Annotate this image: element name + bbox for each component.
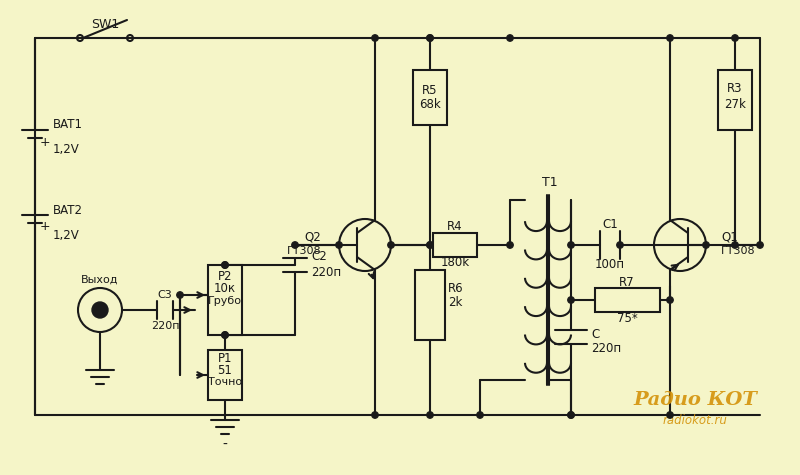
Bar [718, 70, 752, 130]
Text: +: + [40, 220, 50, 234]
Text: 27k: 27k [724, 98, 746, 112]
Text: P2: P2 [218, 270, 232, 284]
Circle shape [666, 35, 674, 41]
Text: 75*: 75* [617, 312, 638, 324]
Text: C1: C1 [602, 218, 618, 231]
Circle shape [732, 242, 738, 248]
Circle shape [336, 242, 342, 248]
Text: ГТ308: ГТ308 [721, 246, 756, 256]
Bar [208, 350, 242, 400]
Text: R4: R4 [447, 220, 463, 234]
Text: BAT1: BAT1 [53, 118, 83, 132]
Circle shape [427, 242, 434, 248]
Text: Q1: Q1 [721, 230, 738, 244]
Text: C2: C2 [311, 250, 326, 264]
Bar [415, 270, 445, 340]
Text: +: + [40, 135, 50, 149]
Bar [595, 288, 660, 312]
Text: Радио КОТ: Радио КОТ [633, 391, 757, 409]
Text: Выход: Выход [82, 275, 118, 285]
Circle shape [427, 242, 434, 248]
Circle shape [568, 297, 574, 303]
Text: 10к: 10к [214, 283, 236, 295]
Text: C: C [591, 327, 599, 341]
Text: Q2: Q2 [304, 230, 321, 244]
Text: Точно: Точно [208, 377, 242, 387]
Text: R7: R7 [619, 276, 635, 288]
Text: T1: T1 [542, 177, 558, 190]
Text: 100п: 100п [595, 258, 625, 272]
Bar [433, 233, 477, 257]
Circle shape [617, 242, 623, 248]
Circle shape [507, 35, 514, 41]
Text: SW1: SW1 [91, 18, 119, 30]
Text: 220п: 220п [591, 342, 621, 354]
Circle shape [177, 292, 183, 298]
Circle shape [427, 35, 434, 41]
Circle shape [92, 302, 108, 318]
Circle shape [372, 35, 378, 41]
Circle shape [427, 35, 434, 41]
Text: 180k: 180k [441, 256, 470, 269]
Text: R5: R5 [422, 84, 438, 96]
Circle shape [477, 412, 483, 418]
Circle shape [757, 242, 763, 248]
Circle shape [568, 242, 574, 248]
Circle shape [222, 262, 228, 268]
Text: radiokot.ru: radiokot.ru [662, 414, 727, 427]
Text: P1: P1 [218, 352, 232, 364]
Circle shape [702, 242, 710, 248]
Circle shape [427, 412, 434, 418]
Text: 68k: 68k [419, 97, 441, 111]
Circle shape [222, 332, 228, 338]
Circle shape [507, 242, 514, 248]
Bar [413, 70, 447, 125]
Text: 1,2V: 1,2V [53, 143, 80, 156]
Circle shape [388, 242, 394, 248]
Circle shape [372, 412, 378, 418]
Text: -: - [222, 438, 227, 452]
Text: C3: C3 [158, 290, 172, 300]
Circle shape [292, 242, 298, 248]
Circle shape [568, 412, 574, 418]
Text: BAT2: BAT2 [53, 203, 83, 217]
Text: ГТ308: ГТ308 [286, 246, 321, 256]
Text: 2k: 2k [448, 295, 462, 308]
Text: 1,2V: 1,2V [53, 228, 80, 241]
Circle shape [222, 262, 228, 268]
Circle shape [666, 297, 674, 303]
Text: R3: R3 [727, 82, 742, 95]
Circle shape [732, 35, 738, 41]
Bar [208, 265, 242, 335]
Circle shape [568, 412, 574, 418]
Circle shape [666, 412, 674, 418]
Text: 220п: 220п [311, 266, 341, 279]
Text: 51: 51 [218, 363, 233, 377]
Circle shape [222, 332, 228, 338]
Text: Грубо: Грубо [208, 296, 242, 306]
Text: 220п: 220п [150, 321, 179, 331]
Text: R6: R6 [448, 282, 464, 294]
